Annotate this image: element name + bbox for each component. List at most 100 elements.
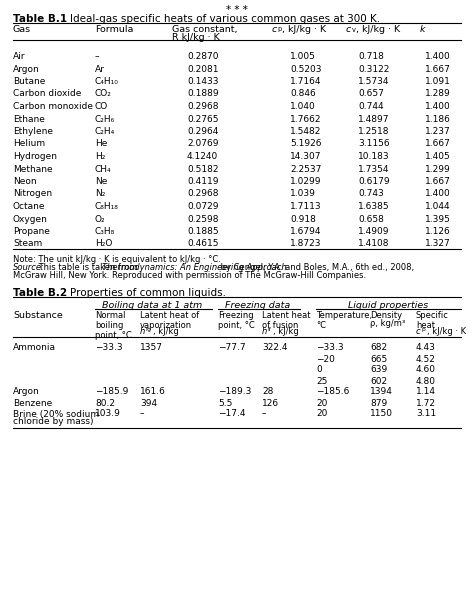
Text: 1394: 1394 bbox=[370, 387, 393, 397]
Text: 1.14: 1.14 bbox=[416, 387, 436, 397]
Text: −77.7: −77.7 bbox=[218, 343, 246, 352]
Text: −17.4: −17.4 bbox=[218, 409, 246, 419]
Text: 1.5482: 1.5482 bbox=[290, 127, 321, 136]
Text: 2.0769: 2.0769 bbox=[187, 140, 219, 148]
Text: 0.2598: 0.2598 bbox=[187, 215, 219, 224]
Text: Table B.1: Table B.1 bbox=[13, 14, 67, 24]
Text: Density: Density bbox=[370, 311, 402, 319]
Text: Gas: Gas bbox=[13, 25, 31, 34]
Text: 0.1433: 0.1433 bbox=[187, 77, 219, 86]
Text: Steam: Steam bbox=[13, 240, 42, 248]
Text: Ideal-gas specific heats of various common gases at 300 K.: Ideal-gas specific heats of various comm… bbox=[70, 14, 380, 24]
Text: 1.044: 1.044 bbox=[425, 202, 451, 211]
Text: 4.1240: 4.1240 bbox=[187, 152, 218, 161]
Text: p: p bbox=[277, 26, 282, 32]
Text: 5.5: 5.5 bbox=[218, 398, 232, 408]
Text: Normal
boiling
point, °C: Normal boiling point, °C bbox=[95, 311, 132, 340]
Text: Ammonia: Ammonia bbox=[13, 343, 56, 352]
Text: 0.2964: 0.2964 bbox=[187, 127, 219, 136]
Text: C₂H₄: C₂H₄ bbox=[95, 127, 115, 136]
Text: 0: 0 bbox=[316, 365, 322, 375]
Text: 1.400: 1.400 bbox=[425, 102, 451, 111]
Text: Latent heat
of fusion: Latent heat of fusion bbox=[262, 311, 310, 330]
Text: , kJ/kg: , kJ/kg bbox=[273, 327, 299, 337]
Text: 0.2968: 0.2968 bbox=[187, 189, 219, 199]
Text: Air: Air bbox=[13, 52, 26, 61]
Text: Gas constant,: Gas constant, bbox=[172, 25, 237, 34]
Text: Argon: Argon bbox=[13, 64, 40, 74]
Text: 4.60: 4.60 bbox=[416, 365, 436, 375]
Text: Source:: Source: bbox=[13, 264, 45, 273]
Text: h: h bbox=[140, 327, 145, 337]
Text: Boiling data at 1 atm: Boiling data at 1 atm bbox=[102, 302, 202, 311]
Text: Carbon monoxide: Carbon monoxide bbox=[13, 102, 93, 111]
Text: , kJ/kg · K: , kJ/kg · K bbox=[282, 25, 326, 34]
Text: Argon: Argon bbox=[13, 387, 40, 397]
Text: Substance: Substance bbox=[13, 311, 63, 319]
Text: 1.5734: 1.5734 bbox=[358, 77, 390, 86]
Text: Table B.2: Table B.2 bbox=[13, 287, 67, 297]
Text: –: – bbox=[95, 52, 100, 61]
Text: CO₂: CO₂ bbox=[95, 89, 112, 99]
Text: Brine (20% sodium: Brine (20% sodium bbox=[13, 409, 99, 419]
Text: Octane: Octane bbox=[13, 202, 46, 211]
Text: 1.005: 1.005 bbox=[290, 52, 316, 61]
Text: −33.3: −33.3 bbox=[95, 343, 123, 352]
Text: 1.405: 1.405 bbox=[425, 152, 451, 161]
Text: 80.2: 80.2 bbox=[95, 398, 115, 408]
Text: Ethylene: Ethylene bbox=[13, 127, 53, 136]
Text: 1.4897: 1.4897 bbox=[358, 115, 390, 123]
Text: 4.52: 4.52 bbox=[416, 354, 436, 364]
Text: 1.186: 1.186 bbox=[425, 115, 451, 123]
Text: This table is taken from: This table is taken from bbox=[36, 264, 140, 273]
Text: O₂: O₂ bbox=[95, 215, 106, 224]
Text: 1.040: 1.040 bbox=[290, 102, 316, 111]
Text: Propane: Propane bbox=[13, 227, 50, 236]
Text: 4.43: 4.43 bbox=[416, 343, 436, 352]
Text: 126: 126 bbox=[262, 398, 279, 408]
Text: c: c bbox=[346, 25, 351, 34]
Text: 0.6179: 0.6179 bbox=[358, 177, 390, 186]
Text: 639: 639 bbox=[370, 365, 387, 375]
Text: 14.307: 14.307 bbox=[290, 152, 321, 161]
Text: –: – bbox=[140, 409, 145, 419]
Text: 0.4615: 0.4615 bbox=[187, 240, 219, 248]
Text: 1.039: 1.039 bbox=[290, 189, 316, 199]
Text: 3.11: 3.11 bbox=[416, 409, 436, 419]
Text: −185.6: −185.6 bbox=[316, 387, 349, 397]
Text: h: h bbox=[262, 327, 267, 337]
Text: 0.657: 0.657 bbox=[358, 89, 384, 99]
Text: 0.2765: 0.2765 bbox=[187, 115, 219, 123]
Text: 1150: 1150 bbox=[370, 409, 393, 419]
Text: Latent heat of
vaporization: Latent heat of vaporization bbox=[140, 311, 199, 330]
Text: 1.667: 1.667 bbox=[425, 64, 451, 74]
Text: 1.400: 1.400 bbox=[425, 189, 451, 199]
Text: 1.400: 1.400 bbox=[425, 52, 451, 61]
Text: Properties of common liquids.: Properties of common liquids. bbox=[70, 287, 226, 297]
Text: Nitrogen: Nitrogen bbox=[13, 189, 52, 199]
Text: c: c bbox=[416, 327, 420, 337]
Text: 0.4119: 0.4119 bbox=[187, 177, 219, 186]
Text: 25: 25 bbox=[316, 376, 328, 386]
Text: k: k bbox=[420, 25, 426, 34]
Text: 103.9: 103.9 bbox=[95, 409, 121, 419]
Text: Freezing data: Freezing data bbox=[225, 302, 291, 311]
Text: CO: CO bbox=[95, 102, 108, 111]
Text: McGraw Hill, New York. Reproduced with permission of The McGraw-Hill Companies.: McGraw Hill, New York. Reproduced with p… bbox=[13, 272, 366, 281]
Text: fg: fg bbox=[146, 327, 152, 332]
Text: 1.327: 1.327 bbox=[425, 240, 451, 248]
Text: by Cengel, Y.A. and Boles, M.A., 6th ed., 2008,: by Cengel, Y.A. and Boles, M.A., 6th ed.… bbox=[218, 264, 414, 273]
Text: Ar: Ar bbox=[95, 64, 105, 74]
Text: –: – bbox=[262, 409, 266, 419]
Text: C₂H₆: C₂H₆ bbox=[95, 115, 115, 123]
Text: −20: −20 bbox=[316, 354, 335, 364]
Text: Neon: Neon bbox=[13, 177, 36, 186]
Text: 1.237: 1.237 bbox=[425, 127, 451, 136]
Text: 0.0729: 0.0729 bbox=[187, 202, 219, 211]
Text: 1.7354: 1.7354 bbox=[358, 164, 390, 173]
Text: −33.3: −33.3 bbox=[316, 343, 344, 352]
Text: 5.1926: 5.1926 bbox=[290, 140, 321, 148]
Text: 1.7164: 1.7164 bbox=[290, 77, 321, 86]
Text: 1.6794: 1.6794 bbox=[290, 227, 321, 236]
Text: 1.299: 1.299 bbox=[425, 164, 451, 173]
